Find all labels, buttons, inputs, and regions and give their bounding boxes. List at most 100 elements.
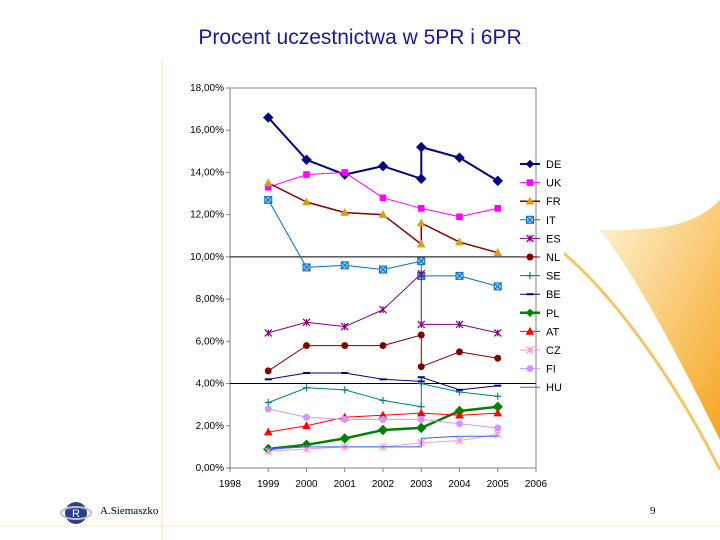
data-point <box>303 171 310 178</box>
series-line <box>268 435 498 450</box>
legend-label: AT <box>546 326 560 338</box>
data-point <box>417 205 425 212</box>
data-point <box>526 253 534 261</box>
legend-label: DE <box>546 159 561 171</box>
data-point-cross <box>264 196 273 204</box>
data-point <box>417 320 426 329</box>
data-point <box>302 263 311 272</box>
legend-item: UK <box>520 178 562 190</box>
series-line <box>267 199 498 287</box>
data-point <box>303 413 310 421</box>
series-line <box>268 272 498 334</box>
data-point <box>416 173 427 184</box>
legend-item: IT <box>520 215 556 227</box>
legend: DE UK FR IT ES NL SE BE PL AT CZ FI HU <box>520 159 562 394</box>
legend-item: CZ <box>520 345 561 357</box>
plot-area <box>229 87 537 469</box>
data-point <box>341 386 349 394</box>
legend-item: AT <box>520 326 560 338</box>
data-point <box>264 399 272 407</box>
series-fr <box>263 178 503 256</box>
data-point <box>526 215 534 224</box>
legend-item: BE <box>520 289 561 301</box>
data-point <box>455 320 464 329</box>
data-point <box>526 234 534 243</box>
y-tick-label: 4,00% <box>196 379 224 390</box>
data-point <box>493 408 503 417</box>
series-line <box>267 182 499 254</box>
legend-label: NL <box>546 252 560 264</box>
data-point <box>493 282 502 291</box>
x-tick-label: 2002 <box>372 479 395 490</box>
series-line <box>267 116 499 182</box>
x-tick-label: 2005 <box>487 479 510 490</box>
y-tick-label: 0,00% <box>196 463 224 474</box>
data-point <box>525 326 535 335</box>
x-tick-label: 2006 <box>525 479 548 490</box>
data-point <box>303 384 310 392</box>
data-point <box>417 257 426 266</box>
data-point <box>340 261 349 270</box>
y-tick-label: 18,00% <box>190 83 224 94</box>
data-point-cross <box>417 257 426 265</box>
data-point <box>416 141 427 153</box>
legend-item: HU <box>520 382 562 394</box>
data-point <box>526 179 534 186</box>
data-point <box>379 194 387 202</box>
legend-label: PL <box>546 308 559 320</box>
data-point <box>378 210 388 218</box>
data-point <box>493 248 503 256</box>
series-hu <box>268 435 498 450</box>
data-point <box>264 328 273 337</box>
y-tick-label: 8,00% <box>196 294 224 305</box>
slide-title: Procent uczestnictwa w 5PR i 6PR <box>198 26 522 49</box>
data-point <box>341 169 349 176</box>
legend-item: DE <box>520 159 561 171</box>
data-point <box>526 365 534 373</box>
y-tick-label: 14,00% <box>190 167 224 178</box>
data-point <box>417 363 425 371</box>
y-tick-label: 6,00% <box>196 336 224 347</box>
y-tick-label: 16,00% <box>190 125 224 136</box>
data-point <box>417 269 426 278</box>
legend-label: IT <box>546 215 556 227</box>
data-point <box>379 305 387 314</box>
data-point <box>263 112 274 123</box>
series-se <box>264 380 502 411</box>
orange-swoosh-edge <box>559 248 720 471</box>
data-point <box>417 331 425 339</box>
data-point <box>302 197 311 206</box>
series-be <box>264 372 502 391</box>
series-uk <box>264 169 502 221</box>
data-point <box>341 415 349 423</box>
data-point-cross <box>379 265 387 274</box>
data-point <box>302 421 311 430</box>
data-point-cross <box>340 261 349 270</box>
x-tick-label: 2001 <box>334 479 357 490</box>
series-nl <box>264 331 502 375</box>
data-point <box>456 213 463 221</box>
x-tick-label: 2003 <box>410 479 433 490</box>
data-point <box>526 272 534 280</box>
legend-item: FI <box>520 364 556 376</box>
data-point <box>339 433 350 444</box>
series-fi <box>264 405 502 432</box>
orange-swoosh-shape <box>600 200 720 440</box>
data-point-cross <box>302 263 311 272</box>
data-point <box>525 196 535 205</box>
chart-container: 0,00% 2,00% 4,00% 6,00% 8,00% 10,00% 12,00% 14,… <box>170 66 564 508</box>
series-line <box>268 382 498 408</box>
data-point <box>263 178 273 187</box>
x-tick-label: 2000 <box>295 479 318 490</box>
data-point-cross <box>526 215 534 224</box>
data-point <box>494 392 502 400</box>
data-point <box>526 346 534 354</box>
data-point <box>494 205 502 212</box>
data-point <box>379 342 387 350</box>
data-point <box>341 342 349 350</box>
data-point <box>301 154 312 165</box>
logo-letter: R <box>72 508 80 520</box>
legend-label: HU <box>546 382 562 394</box>
legend-item: FR <box>520 196 561 208</box>
data-point <box>379 265 387 274</box>
